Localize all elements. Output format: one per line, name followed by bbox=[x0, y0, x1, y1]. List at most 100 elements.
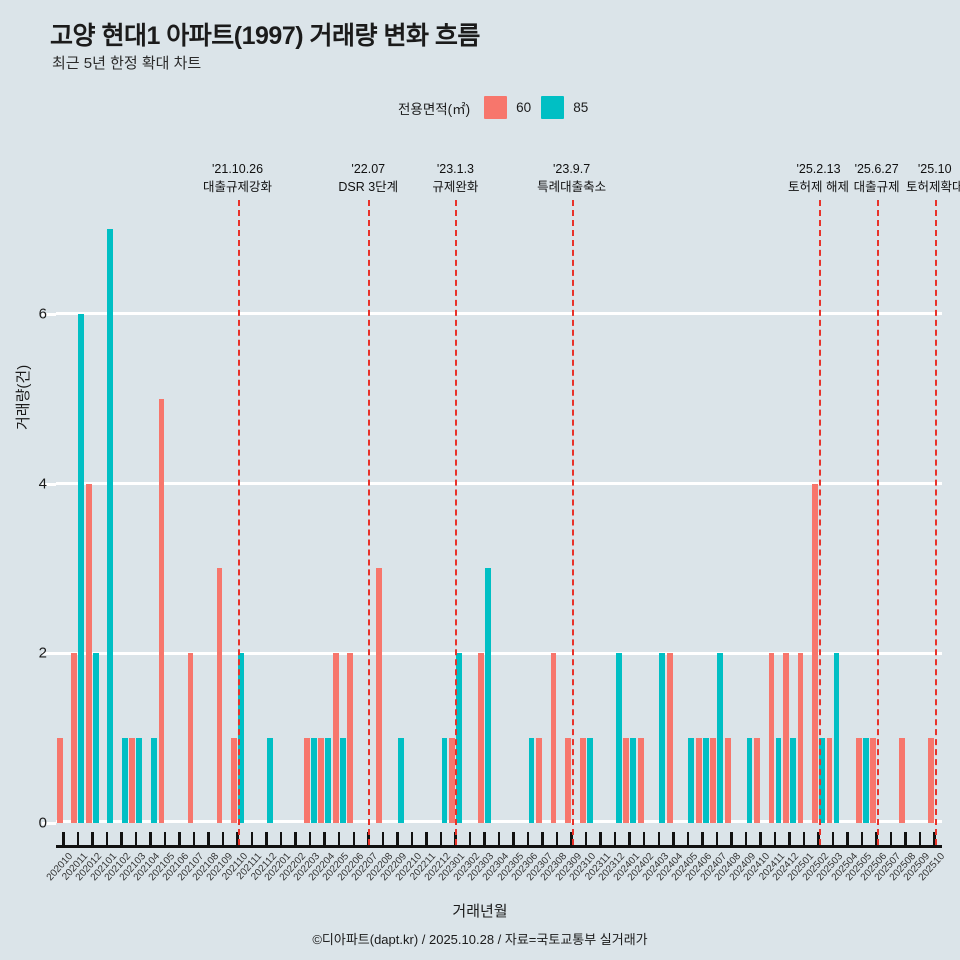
bar-202107-60[interactable] bbox=[187, 653, 194, 823]
x-tick-202101 bbox=[105, 832, 109, 846]
y-tick-mark-0 bbox=[42, 822, 56, 825]
bar-202203-85[interactable] bbox=[310, 738, 317, 823]
bar-202103-85[interactable] bbox=[136, 738, 143, 823]
x-tick-202409 bbox=[744, 832, 748, 846]
bar-202406-85[interactable] bbox=[702, 738, 709, 823]
bar-202303-85[interactable] bbox=[485, 568, 491, 823]
bar-202103-60[interactable] bbox=[129, 738, 136, 823]
bar-202204-85[interactable] bbox=[325, 738, 332, 823]
x-tick-202103 bbox=[134, 832, 138, 846]
y-tick-label-6: 6 bbox=[38, 305, 47, 323]
bar-202411-60[interactable] bbox=[768, 653, 775, 823]
bar-202306-85[interactable] bbox=[528, 738, 535, 823]
bar-202110-85[interactable] bbox=[238, 653, 244, 823]
bar-202312-85[interactable] bbox=[615, 653, 622, 823]
x-tick-202010 bbox=[62, 832, 65, 846]
x-tick-202206 bbox=[352, 832, 355, 846]
x-tick-202312 bbox=[613, 832, 617, 846]
bar-202502-60[interactable] bbox=[812, 483, 818, 823]
bar-202405-85[interactable] bbox=[688, 738, 695, 823]
event-date-202502: '25.2.13 bbox=[796, 162, 841, 176]
bar-202407-85[interactable] bbox=[717, 653, 724, 823]
bar-202510-60[interactable] bbox=[928, 738, 935, 823]
x-tick-202311 bbox=[599, 832, 602, 846]
gridline-0 bbox=[56, 820, 942, 823]
x-tick-202404 bbox=[672, 832, 675, 846]
bar-202408-60[interactable] bbox=[724, 738, 731, 823]
bar-202508-60[interactable] bbox=[899, 738, 906, 823]
x-tick-202503 bbox=[831, 832, 835, 846]
bar-202105-60[interactable] bbox=[158, 398, 165, 823]
bar-202208-60[interactable] bbox=[376, 568, 383, 823]
y-tick-mark-4 bbox=[42, 482, 56, 486]
x-tick-202410 bbox=[759, 832, 762, 846]
bar-202310-85[interactable] bbox=[586, 738, 593, 823]
bar-202203-60[interactable] bbox=[303, 738, 310, 823]
bar-202310-60[interactable] bbox=[579, 738, 586, 823]
bar-202110-60[interactable] bbox=[231, 738, 237, 823]
event-text-202506: 대출규제 bbox=[853, 180, 900, 195]
bar-202401-85[interactable] bbox=[630, 738, 637, 823]
x-axis-title: 거래년월 bbox=[452, 903, 508, 920]
bar-202301-60[interactable] bbox=[449, 738, 455, 823]
bar-202112-85[interactable] bbox=[267, 738, 273, 823]
page-title: 고양 현대1 아파트(1997) 거래량 변화 흐름 bbox=[50, 22, 480, 50]
bar-202011-60[interactable] bbox=[71, 653, 78, 823]
bar-202204-60[interactable] bbox=[318, 738, 325, 823]
legend-item-60[interactable]: 60 bbox=[484, 96, 531, 119]
event-date-202309: '23.9.7 bbox=[553, 162, 591, 176]
event-date-202110: '21.10.26 bbox=[212, 162, 264, 176]
x-tick-202011 bbox=[76, 832, 80, 846]
legend-item-85[interactable]: 85 bbox=[541, 96, 588, 119]
bar-202502-85[interactable] bbox=[819, 738, 825, 823]
event-line-202207 bbox=[368, 200, 371, 845]
chart-legend: 전용면적(㎡) 60 85 bbox=[398, 96, 588, 119]
bar-202412-85[interactable] bbox=[790, 738, 796, 823]
bar-202501-60[interactable] bbox=[797, 653, 804, 823]
bar-202212-85[interactable] bbox=[441, 738, 448, 823]
x-tick-202412 bbox=[788, 832, 791, 846]
bar-202206-60[interactable] bbox=[347, 653, 354, 823]
bar-202012-60[interactable] bbox=[85, 483, 92, 823]
x-tick-202203 bbox=[308, 832, 312, 846]
bar-202011-85[interactable] bbox=[78, 313, 85, 823]
bar-202505-60[interactable] bbox=[855, 738, 862, 823]
bar-202503-60[interactable] bbox=[826, 738, 833, 823]
bar-202307-60[interactable] bbox=[536, 738, 542, 823]
y-tick-label-2: 2 bbox=[38, 644, 47, 662]
x-tick-202402 bbox=[642, 832, 646, 846]
bar-202412-60[interactable] bbox=[783, 653, 789, 823]
bar-202403-85[interactable] bbox=[659, 653, 666, 823]
bar-202308-60[interactable] bbox=[550, 653, 557, 823]
bar-202410-60[interactable] bbox=[754, 738, 760, 823]
bar-202402-60[interactable] bbox=[637, 738, 644, 823]
bar-202101-85[interactable] bbox=[107, 228, 114, 823]
bar-202406-60[interactable] bbox=[695, 738, 702, 823]
bar-202404-60[interactable] bbox=[666, 653, 673, 823]
event-text-202207: DSR 3단계 bbox=[338, 180, 399, 195]
bar-202506-60[interactable] bbox=[870, 738, 877, 823]
bar-202205-85[interactable] bbox=[339, 738, 346, 823]
bar-202407-60[interactable] bbox=[710, 738, 717, 823]
bar-202411-85[interactable] bbox=[775, 738, 782, 823]
x-tick-202508 bbox=[904, 832, 907, 846]
bar-202012-85[interactable] bbox=[92, 653, 99, 823]
bar-202209-85[interactable] bbox=[397, 738, 404, 823]
bar-202102-85[interactable] bbox=[121, 738, 128, 823]
bar-202301-85[interactable] bbox=[456, 653, 462, 823]
event-text-202510: 토허제확대 bbox=[905, 180, 960, 195]
bar-202401-60[interactable] bbox=[623, 738, 630, 823]
gridline-6 bbox=[56, 312, 942, 316]
bar-202303-60[interactable] bbox=[478, 653, 484, 823]
event-label-202207: '22.07 DSR 3단계 bbox=[338, 160, 398, 196]
event-label-202502: '25.2.13 토허제 해제 bbox=[788, 160, 849, 196]
bar-202503-85[interactable] bbox=[833, 653, 840, 823]
bar-202109-60[interactable] bbox=[216, 568, 223, 823]
bar-202010-60[interactable] bbox=[56, 738, 63, 823]
event-line-202309 bbox=[571, 200, 574, 845]
bar-202104-85[interactable] bbox=[151, 738, 157, 823]
bar-202409-85[interactable] bbox=[746, 738, 753, 823]
bar-202309-60[interactable] bbox=[565, 738, 571, 823]
bar-202505-85[interactable] bbox=[862, 738, 869, 823]
bar-202205-60[interactable] bbox=[332, 653, 339, 823]
